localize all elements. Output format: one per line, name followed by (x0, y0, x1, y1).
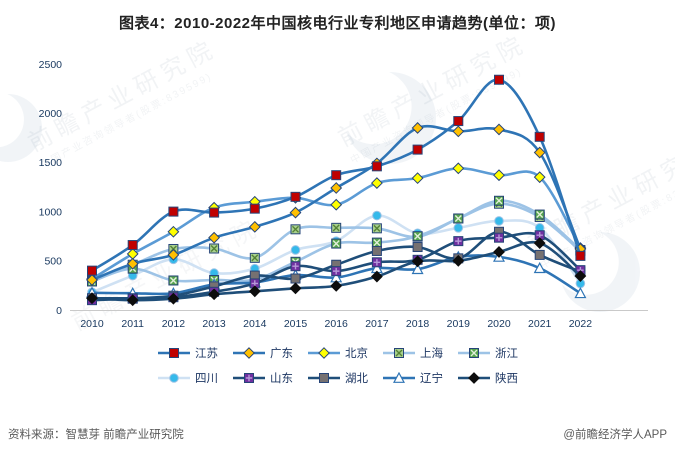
legend-key (158, 347, 190, 358)
legend-label: 上海 (420, 347, 443, 360)
legend-label: 陕西 (495, 372, 518, 385)
legend-item-湖北: 湖北 (307, 370, 368, 386)
legend-label: 湖北 (345, 372, 368, 385)
x-axis-tick: 2018 (406, 318, 430, 330)
x-axis-tick: 2016 (325, 318, 349, 330)
series-广东 (86, 122, 587, 286)
watermark-logo (336, 68, 436, 164)
x-axis-tick: 2012 (162, 318, 186, 330)
y-axis-tick: 0 (56, 305, 62, 317)
x-axis-tick: 2021 (528, 318, 552, 330)
x-axis-tick: 2013 (202, 318, 226, 330)
x-axis-tick: 2015 (284, 318, 308, 330)
legend-label: 广东 (270, 347, 293, 360)
legend-item-辽宁: 辽宁 (382, 370, 443, 386)
legend-item-四川: 四川 (157, 370, 218, 386)
legend-item-江苏: 江苏 (157, 345, 218, 361)
legend-key (233, 346, 265, 359)
series-江苏 (87, 74, 586, 276)
y-axis-tick: 500 (44, 256, 62, 268)
legend-key (383, 347, 415, 358)
series-陕西 (86, 237, 587, 307)
legend-key (458, 347, 490, 358)
legend-key (383, 371, 415, 383)
watermark-logo (553, 229, 640, 312)
legend-label: 辽宁 (420, 372, 443, 385)
legend-item-山东: 山东 (232, 370, 293, 386)
legend-key (233, 372, 265, 383)
x-axis-tick: 2010 (80, 318, 104, 330)
legend-key (308, 372, 340, 383)
chart-title: 图表4：2010-2022年中国核电行业专利地区申请趋势(单位：项) (118, 15, 557, 32)
legend-item-北京: 北京 (307, 345, 368, 361)
legend-label: 四川 (195, 372, 218, 385)
chart-legend: 江苏 广东 北京 上海 浙江四川 山东 湖北 辽宁 陕西 (0, 340, 675, 390)
x-axis-tick: 2014 (243, 318, 267, 330)
series-北京 (86, 162, 587, 285)
legend-key (458, 371, 490, 384)
legend-item-广东: 广东 (232, 345, 293, 361)
x-axis-tick: 2022 (569, 318, 593, 330)
legend-item-浙江: 浙江 (457, 345, 518, 361)
legend-label: 江苏 (195, 347, 218, 360)
chart-footer: 资料来源：智慧芽 前瞻产业研究院 @前瞻经济学人APP (0, 426, 675, 442)
x-axis-tick: 2019 (447, 318, 471, 330)
legend-key (158, 372, 190, 383)
x-axis-tick: 2011 (121, 318, 144, 330)
credit-note: @前瞻经济学人APP (563, 429, 667, 441)
legend-label: 山东 (270, 372, 293, 385)
legend-item-陕西: 陕西 (457, 370, 518, 386)
legend-item-上海: 上海 (382, 345, 443, 361)
y-axis-tick: 2500 (39, 59, 63, 71)
y-axis-tick: 2000 (39, 108, 63, 120)
x-axis-tick: 2017 (365, 318, 389, 330)
x-axis-tick: 2020 (487, 318, 511, 330)
legend-key (308, 346, 340, 359)
watermark-logo (0, 91, 42, 162)
legend-label: 浙江 (495, 347, 518, 360)
legend-label: 北京 (345, 347, 368, 360)
y-axis-tick: 1500 (39, 157, 63, 169)
source-note: 资料来源：智慧芽 前瞻产业研究院 (8, 429, 184, 441)
y-axis-tick: 1000 (39, 206, 63, 218)
